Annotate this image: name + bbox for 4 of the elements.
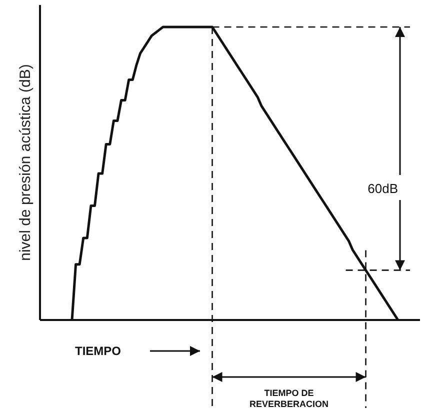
text: TIEMPO DE REVERBERACION bbox=[250, 388, 329, 409]
y-axis-title: nivel de presión acústica (dB) bbox=[17, 64, 34, 261]
text: TIEMPO bbox=[75, 344, 122, 358]
annotation: 60dB bbox=[368, 181, 398, 196]
